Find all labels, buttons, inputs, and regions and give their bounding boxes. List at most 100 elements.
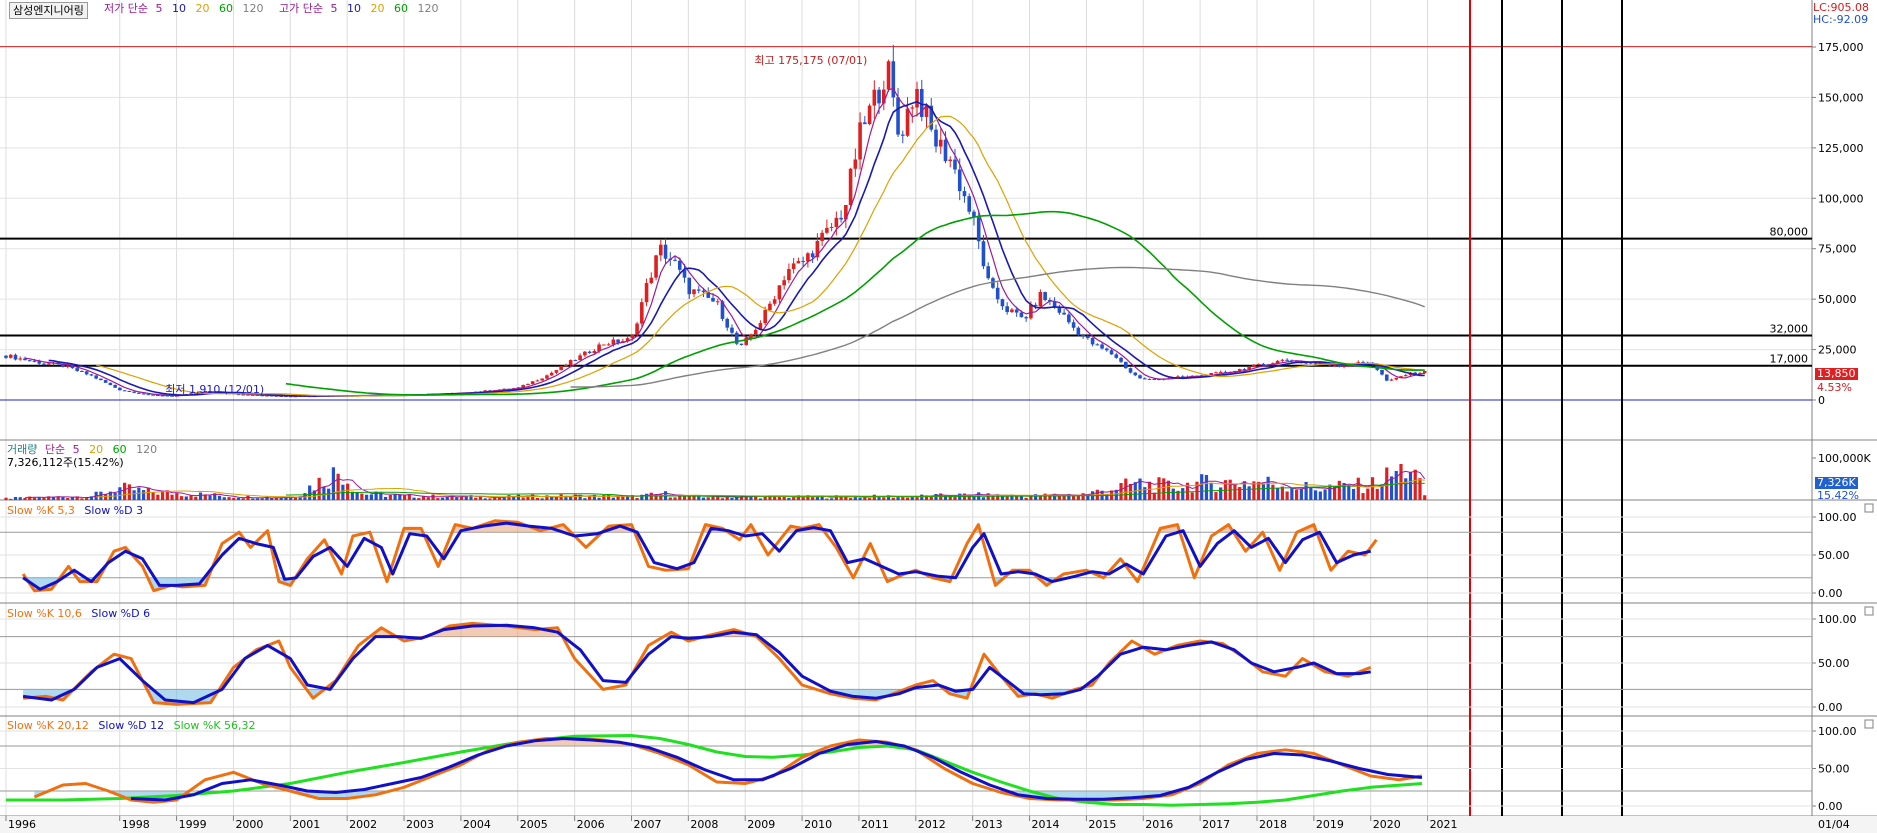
volume-bar xyxy=(232,497,236,500)
stoch-panel-icon xyxy=(1864,719,1874,729)
candle-body xyxy=(749,334,753,339)
volume-bar xyxy=(37,496,41,500)
volume-bar xyxy=(725,496,729,500)
low-ma-10: 10 xyxy=(171,2,186,15)
volume-bar xyxy=(1337,480,1341,500)
candle-body xyxy=(1071,322,1076,328)
candle-body xyxy=(863,122,867,125)
volume-bar xyxy=(739,495,744,500)
high-ma-120: 120 xyxy=(417,2,439,15)
volume-bar xyxy=(222,497,226,500)
volume-bar xyxy=(426,497,430,500)
candle-body xyxy=(787,269,791,281)
current-price-box: 13,850 xyxy=(1815,368,1858,380)
volume-bar xyxy=(616,496,620,500)
x-tick-label: 2008 xyxy=(690,818,718,831)
candle-body xyxy=(1024,317,1028,319)
volume-bar xyxy=(61,497,65,500)
candle-body xyxy=(602,344,606,346)
volume-bar xyxy=(697,496,701,500)
volume-bar xyxy=(1219,487,1223,500)
candle-body xyxy=(189,393,193,395)
candle-body xyxy=(1342,365,1346,367)
volume-bar xyxy=(28,496,32,500)
volume-bar xyxy=(773,495,777,500)
candle-body xyxy=(730,327,734,333)
volume-bar xyxy=(23,497,27,500)
volume-bar xyxy=(1309,487,1313,500)
candle-body xyxy=(250,394,255,396)
volume-bar xyxy=(502,496,506,500)
candle-body xyxy=(1147,378,1152,380)
candle-body xyxy=(839,217,843,220)
volume-bar xyxy=(777,496,782,500)
volume-bar xyxy=(654,494,658,500)
current-change: 4.53% xyxy=(1817,381,1858,395)
volume-bar xyxy=(1366,488,1370,500)
volume-bar xyxy=(1086,494,1090,500)
candle-body xyxy=(1005,306,1009,313)
x-tick-label: 2016 xyxy=(1145,818,1173,831)
volume-info: 7,326,112주(15.42%) xyxy=(7,456,130,470)
candle-body xyxy=(165,395,170,397)
price-tick-label: 125,000 xyxy=(1818,142,1864,155)
candle-body xyxy=(118,387,122,391)
symbol-selector[interactable]: 삼성엔지니어링 xyxy=(9,2,88,19)
stoch3-d-label: Slow %D 12 xyxy=(98,719,165,732)
volume-bar xyxy=(350,491,354,500)
candle-body xyxy=(1422,371,1427,373)
candle-body xyxy=(203,390,208,392)
volume-bar xyxy=(573,494,577,500)
volume-bar xyxy=(4,497,8,500)
candle-body xyxy=(753,329,758,335)
low-ma-20: 20 xyxy=(195,2,210,15)
candle-body xyxy=(46,363,51,365)
candle-body xyxy=(706,292,711,298)
volume-ma-title: 단순 xyxy=(44,443,66,456)
volume-bar xyxy=(711,495,715,500)
volume-bar xyxy=(1418,478,1422,500)
low-ma-5: 5 xyxy=(155,2,163,15)
volume-bar xyxy=(592,494,596,500)
candle-body xyxy=(1014,309,1019,313)
candle-body xyxy=(1399,376,1403,378)
candle-body xyxy=(720,301,725,319)
candle-body xyxy=(274,395,279,397)
volume-bar xyxy=(550,497,554,500)
candle-body xyxy=(1247,367,1251,370)
volume-ma60-line xyxy=(285,482,1425,497)
price-level-label: 80,000 xyxy=(1770,226,1809,239)
volume-bar xyxy=(488,498,492,500)
volume-bar xyxy=(569,496,573,500)
volume-bar xyxy=(1200,474,1204,500)
volume-bar xyxy=(1209,483,1213,500)
candle-body xyxy=(606,344,611,346)
volume-bar xyxy=(1176,490,1180,500)
candle-body xyxy=(13,354,18,360)
candle-body xyxy=(635,323,639,335)
candle-body xyxy=(630,334,635,339)
volume-bar xyxy=(346,483,350,500)
candle-body xyxy=(1237,369,1242,371)
x-tick-label: 1996 xyxy=(8,818,36,831)
candle-body xyxy=(127,390,132,392)
candle-body xyxy=(103,380,108,383)
volume-bar xyxy=(564,497,568,500)
high-ma-5: 5 xyxy=(330,2,338,15)
x-tick-label: 2005 xyxy=(520,818,548,831)
candle-body xyxy=(962,191,967,197)
candle-body xyxy=(1086,336,1090,339)
candle-body xyxy=(1176,376,1180,378)
candle-body xyxy=(554,370,559,373)
candle-body xyxy=(1138,375,1142,379)
stoch2-legend: Slow %K 10,6 Slow %D 6 xyxy=(7,607,156,621)
volume-bar xyxy=(32,497,37,500)
volume-bar xyxy=(99,491,103,500)
volume-bar xyxy=(559,494,563,500)
volume-bar xyxy=(1394,470,1398,500)
volume-bar xyxy=(611,497,615,500)
candle-body xyxy=(1043,292,1047,301)
price-ma60-line xyxy=(285,210,1425,396)
volume-bar xyxy=(274,497,279,500)
